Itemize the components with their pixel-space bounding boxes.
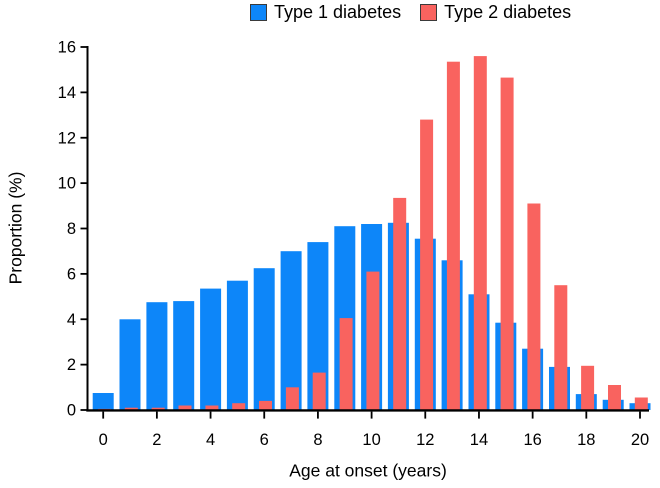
x-tick-label-6: 6 — [260, 431, 269, 449]
bar-type1-age-2 — [146, 302, 168, 410]
bar-type2-age-6 — [259, 400, 272, 410]
type1-legend-swatch-icon — [250, 3, 267, 21]
bar-type2-age-20 — [634, 397, 648, 410]
y-tick-label-12: 12 — [58, 129, 76, 147]
bar-type2-age-10 — [366, 271, 380, 410]
bar-type2-age-12 — [420, 119, 434, 410]
x-tick-label-0: 0 — [99, 431, 108, 449]
x-tick-label-14: 14 — [470, 431, 488, 449]
bar-type2-age-3 — [178, 405, 192, 410]
legend-item-type2: Type 2 diabetes — [420, 3, 571, 21]
bar-type2-age-5 — [232, 403, 246, 410]
y-tick-label-6: 6 — [67, 265, 76, 283]
x-tick-label-8: 8 — [313, 431, 322, 449]
bar-type2-age-13 — [446, 61, 460, 410]
bar-type2-age-19 — [608, 385, 621, 410]
bar-type2-age-2 — [151, 407, 165, 410]
type2-legend-swatch-icon — [420, 3, 438, 21]
y-tick-label-2: 2 — [67, 356, 76, 374]
bar-type1-age-6 — [253, 268, 275, 410]
bar-type1-age-5 — [226, 280, 248, 410]
x-tick-label-2: 2 — [152, 431, 161, 449]
bar-type2-age-8 — [312, 372, 326, 410]
y-tick-label-16: 16 — [58, 39, 76, 57]
bar-type1-age-1 — [119, 319, 141, 411]
bar-type1-age-0 — [92, 393, 114, 410]
bar-type2-age-15 — [500, 77, 514, 410]
x-tick-label-10: 10 — [362, 431, 380, 449]
bar-type1-age-4 — [200, 288, 222, 410]
y-tick-label-14: 14 — [58, 84, 76, 102]
x-tick-label-4: 4 — [206, 431, 215, 449]
legend-item-type1: Type 1 diabetes — [250, 3, 401, 21]
bar-type2-age-14 — [473, 56, 487, 410]
bar-type2-age-7 — [285, 387, 299, 410]
bar-type1-age-7 — [280, 251, 302, 410]
bar-type2-age-11 — [393, 197, 407, 410]
chart-legend: Type 1 diabetes Type 2 diabetes — [250, 3, 571, 21]
type1-legend-label: Type 1 diabetes — [274, 2, 402, 22]
bar-type1-age-8 — [307, 242, 329, 410]
bar-type2-age-9 — [339, 318, 353, 410]
x-tick-label-20: 20 — [631, 431, 649, 449]
bar-type2-age-18 — [581, 365, 595, 410]
bar-type2-age-17 — [554, 285, 568, 410]
y-tick-label-10: 10 — [58, 175, 76, 193]
x-tick-label-18: 18 — [577, 431, 595, 449]
y-tick-label-4: 4 — [67, 311, 76, 329]
y-tick-label-0: 0 — [67, 402, 76, 420]
bar-type2-age-16 — [527, 203, 541, 410]
x-tick-label-12: 12 — [416, 431, 434, 449]
y-axis-title: Proportion (%) — [5, 171, 26, 285]
x-tick-label-16: 16 — [523, 431, 541, 449]
y-tick-label-8: 8 — [67, 220, 76, 238]
bar-type2-age-1 — [124, 407, 138, 410]
type2-legend-label: Type 2 diabetes — [444, 2, 572, 22]
x-axis-title: Age at onset (years) — [289, 460, 447, 481]
bar-type2-age-4 — [205, 405, 219, 410]
bar-type1-age-3 — [173, 301, 195, 410]
